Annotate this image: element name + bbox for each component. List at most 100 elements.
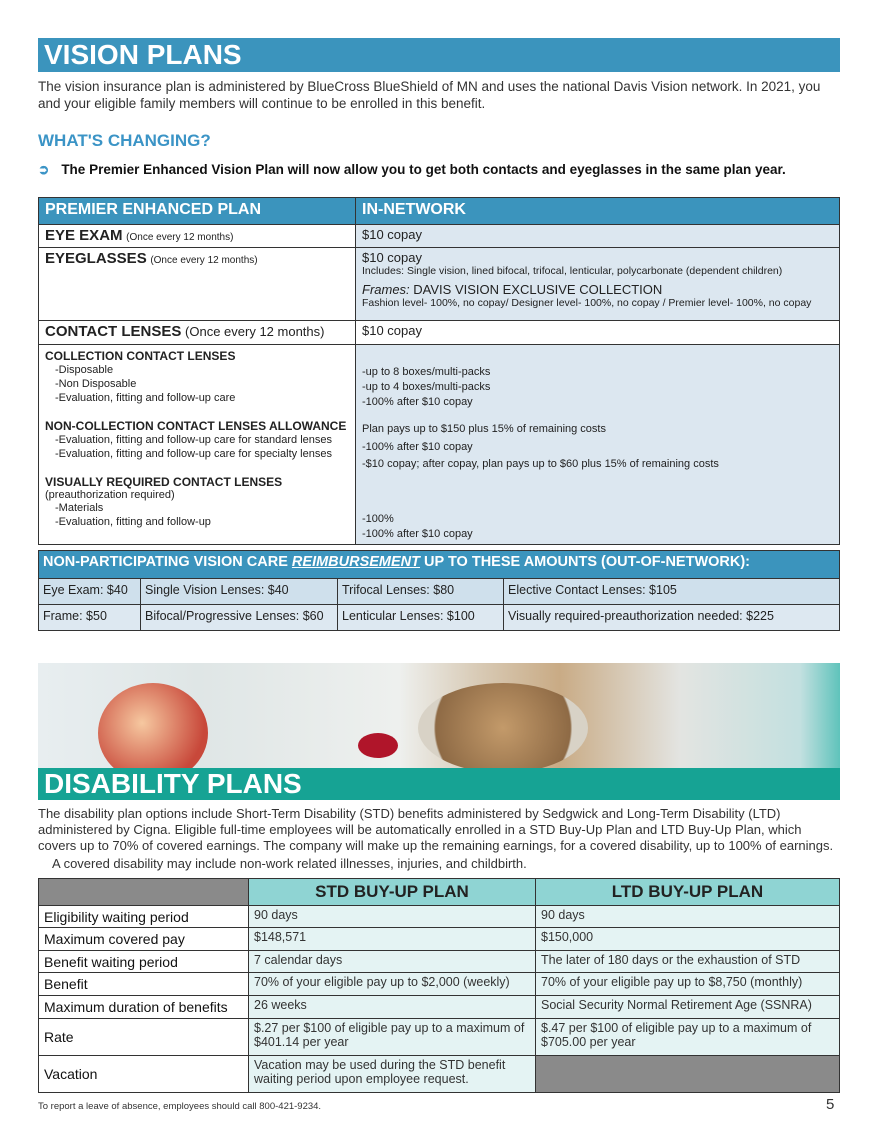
- row-label: EYEGLASSES: [45, 250, 147, 267]
- reimbursement-table: NON-PARTICIPATING VISION CARE REIMBURSEM…: [38, 550, 840, 631]
- cell: Social Security Normal Retirement Age (S…: [535, 995, 840, 1019]
- cell: 70% of your eligible pay up to $8,750 (m…: [535, 972, 840, 996]
- header-plan: PREMIER ENHANCED PLAN: [38, 197, 356, 225]
- row-freq: (Once every 12 months): [185, 324, 325, 339]
- cell: $.27 per $100 of eligible pay up to a ma…: [248, 1018, 536, 1056]
- row-label: Eligibility waiting period: [38, 905, 249, 928]
- row-label: Maximum duration of benefits: [38, 995, 249, 1019]
- table-row: EYEGLASSES (Once every 12 months) $10 co…: [38, 247, 840, 321]
- cell: Visually required-preauthorization neede…: [503, 604, 840, 631]
- list-value: -100% after $10 copay: [362, 396, 473, 408]
- table-row: Benefit 70% of your eligible pay up to $2…: [38, 972, 840, 996]
- list-value: -up to 4 boxes/multi-packs: [362, 381, 491, 393]
- row-label: Benefit: [38, 972, 249, 996]
- header-std: STD BUY-UP PLAN: [248, 878, 536, 906]
- cell: Vacation may be used during the STD bene…: [248, 1055, 536, 1093]
- row-label: EYE EXAM: [45, 227, 123, 244]
- table-row: Rate $.27 per $100 of eligible pay up to …: [38, 1018, 840, 1056]
- collection-title: COLLECTION CONTACT LENSES: [45, 349, 236, 363]
- cell: [535, 1055, 840, 1093]
- noncollection-title: NON-COLLECTION CONTACT LENSES ALLOWANCE: [45, 419, 347, 433]
- list-item: -Evaluation, fitting and follow-up: [55, 516, 211, 528]
- list-item: -Evaluation, fitting and follow-up care: [55, 392, 236, 404]
- eyeglasses-value: $10 copay: [362, 250, 422, 265]
- cell: 7 calendar days: [248, 950, 536, 973]
- frames-label: Frames:: [362, 282, 410, 297]
- header-ltd: LTD BUY-UP PLAN: [535, 878, 840, 906]
- arrow-icon: ➲: [38, 162, 50, 177]
- cell: Trifocal Lenses: $80: [337, 578, 504, 605]
- cell: 26 weeks: [248, 995, 536, 1019]
- vision-plans-heading: VISION PLANS: [38, 38, 840, 72]
- list-item: -Evaluation, fitting and follow-up care …: [55, 448, 332, 460]
- table-row: Maximum covered pay $148,571 $150,000: [38, 927, 840, 951]
- pomegranate-shape: [358, 733, 398, 758]
- cell: Elective Contact Lenses: $105: [503, 578, 840, 605]
- apple-shape: [98, 683, 208, 768]
- list-value: -100% after $10 copay: [362, 528, 473, 540]
- disability-intro-2: A covered disability may include non-wor…: [52, 856, 527, 871]
- row-label: Maximum covered pay: [38, 927, 249, 951]
- header-text: UP TO THESE AMOUNTS (OUT-OF-NETWORK):: [420, 554, 751, 570]
- header-blank: [38, 878, 249, 906]
- eye-exam-value: $10 copay: [355, 224, 840, 248]
- healthy-food-photo: [38, 663, 840, 768]
- table-row: Frame: $50 Bifocal/Progressive Lenses: $6…: [38, 604, 840, 631]
- list-value: Plan pays up to $150 plus 15% of remaini…: [362, 423, 606, 435]
- bullet-text: The Premier Enhanced Vision Plan will no…: [61, 162, 786, 177]
- premier-plan-table: PREMIER ENHANCED PLAN IN-NETWORK EYE EXAM…: [38, 197, 840, 545]
- table-row: CONTACT LENSES (Once every 12 months) $10…: [38, 320, 840, 345]
- list-value: -$10 copay; after copay, plan pays up to…: [362, 458, 719, 470]
- cell: The later of 180 days or the exhaustion …: [535, 950, 840, 973]
- row-freq: (Once every 12 months): [150, 255, 258, 266]
- frames-levels: Fashion level- 100%, no copay/ Designer …: [362, 297, 812, 309]
- cell: Lenticular Lenses: $100: [337, 604, 504, 631]
- reimbursement-header: NON-PARTICIPATING VISION CARE REIMBURSEM…: [38, 550, 840, 579]
- disability-table: STD BUY-UP PLAN LTD BUY-UP PLAN Eligibili…: [38, 878, 840, 1093]
- list-value: -100% after $10 copay: [362, 441, 473, 453]
- header-emphasis: REIMBURSEMENT: [291, 554, 421, 570]
- disability-intro: The disability plan options include Shor…: [38, 806, 834, 853]
- cell: $.47 per $100 of eligible pay up to a ma…: [535, 1018, 840, 1056]
- frames-value: DAVIS VISION EXCLUSIVE COLLECTION: [413, 282, 663, 297]
- header-in-network: IN-NETWORK: [355, 197, 840, 225]
- row-label: Rate: [38, 1018, 249, 1056]
- list-item: -Non Disposable: [55, 378, 137, 390]
- table-row: Eligibility waiting period 90 days 90 days: [38, 905, 840, 928]
- cell: $150,000: [535, 927, 840, 951]
- walnuts-shape: [418, 683, 588, 768]
- page-number: 5: [826, 1096, 835, 1113]
- cell: 90 days: [535, 905, 840, 928]
- contacts-value: $10 copay: [355, 320, 840, 345]
- eyeglasses-includes: Includes: Single vision, lined bifocal, …: [362, 265, 783, 277]
- table-row: Maximum duration of benefits 26 weeks Soci…: [38, 995, 840, 1019]
- list-item: -Disposable: [55, 364, 114, 376]
- cell: Single Vision Lenses: $40: [140, 578, 338, 605]
- cell: 70% of your eligible pay up to $2,000 (w…: [248, 972, 536, 996]
- visually-note: (preauthorization required): [45, 489, 175, 501]
- table-row: EYE EXAM (Once every 12 months) $10 copay: [38, 224, 840, 248]
- cell: $148,571: [248, 927, 536, 951]
- list-item: -Materials: [55, 502, 104, 514]
- cell: 90 days: [248, 905, 536, 928]
- list-value: -100%: [362, 513, 394, 525]
- cell: Eye Exam: $40: [38, 578, 141, 605]
- table-row: Eye Exam: $40 Single Vision Lenses: $40 Tr…: [38, 578, 840, 605]
- table-row: COLLECTION CONTACT LENSES -Disposable -N…: [38, 344, 840, 545]
- cell: Frame: $50: [38, 604, 141, 631]
- whats-changing-heading: WHAT'S CHANGING?: [38, 131, 211, 150]
- table-row: Vacation Vacation may be used during the …: [38, 1055, 840, 1093]
- footnote: To report a leave of absence, employees …: [38, 1101, 322, 1112]
- row-label: CONTACT LENSES: [45, 323, 182, 340]
- table-row: Benefit waiting period 7 calendar days The…: [38, 950, 840, 973]
- vision-intro: The vision insurance plan is administere…: [38, 79, 821, 111]
- visually-title: VISUALLY REQUIRED CONTACT LENSES: [45, 475, 283, 489]
- list-item: -Evaluation, fitting and follow-up care …: [55, 434, 332, 446]
- changing-bullet: ➲ The Premier Enhanced Vision Plan will n…: [38, 162, 786, 178]
- header-text: NON-PARTICIPATING VISION CARE: [43, 554, 292, 570]
- disability-plans-heading: DISABILITY PLANS: [38, 768, 840, 800]
- row-label: Benefit waiting period: [38, 950, 249, 973]
- row-freq: (Once every 12 months): [126, 232, 234, 243]
- list-value: -up to 8 boxes/multi-packs: [362, 366, 491, 378]
- cell: Bifocal/Progressive Lenses: $60: [140, 604, 338, 631]
